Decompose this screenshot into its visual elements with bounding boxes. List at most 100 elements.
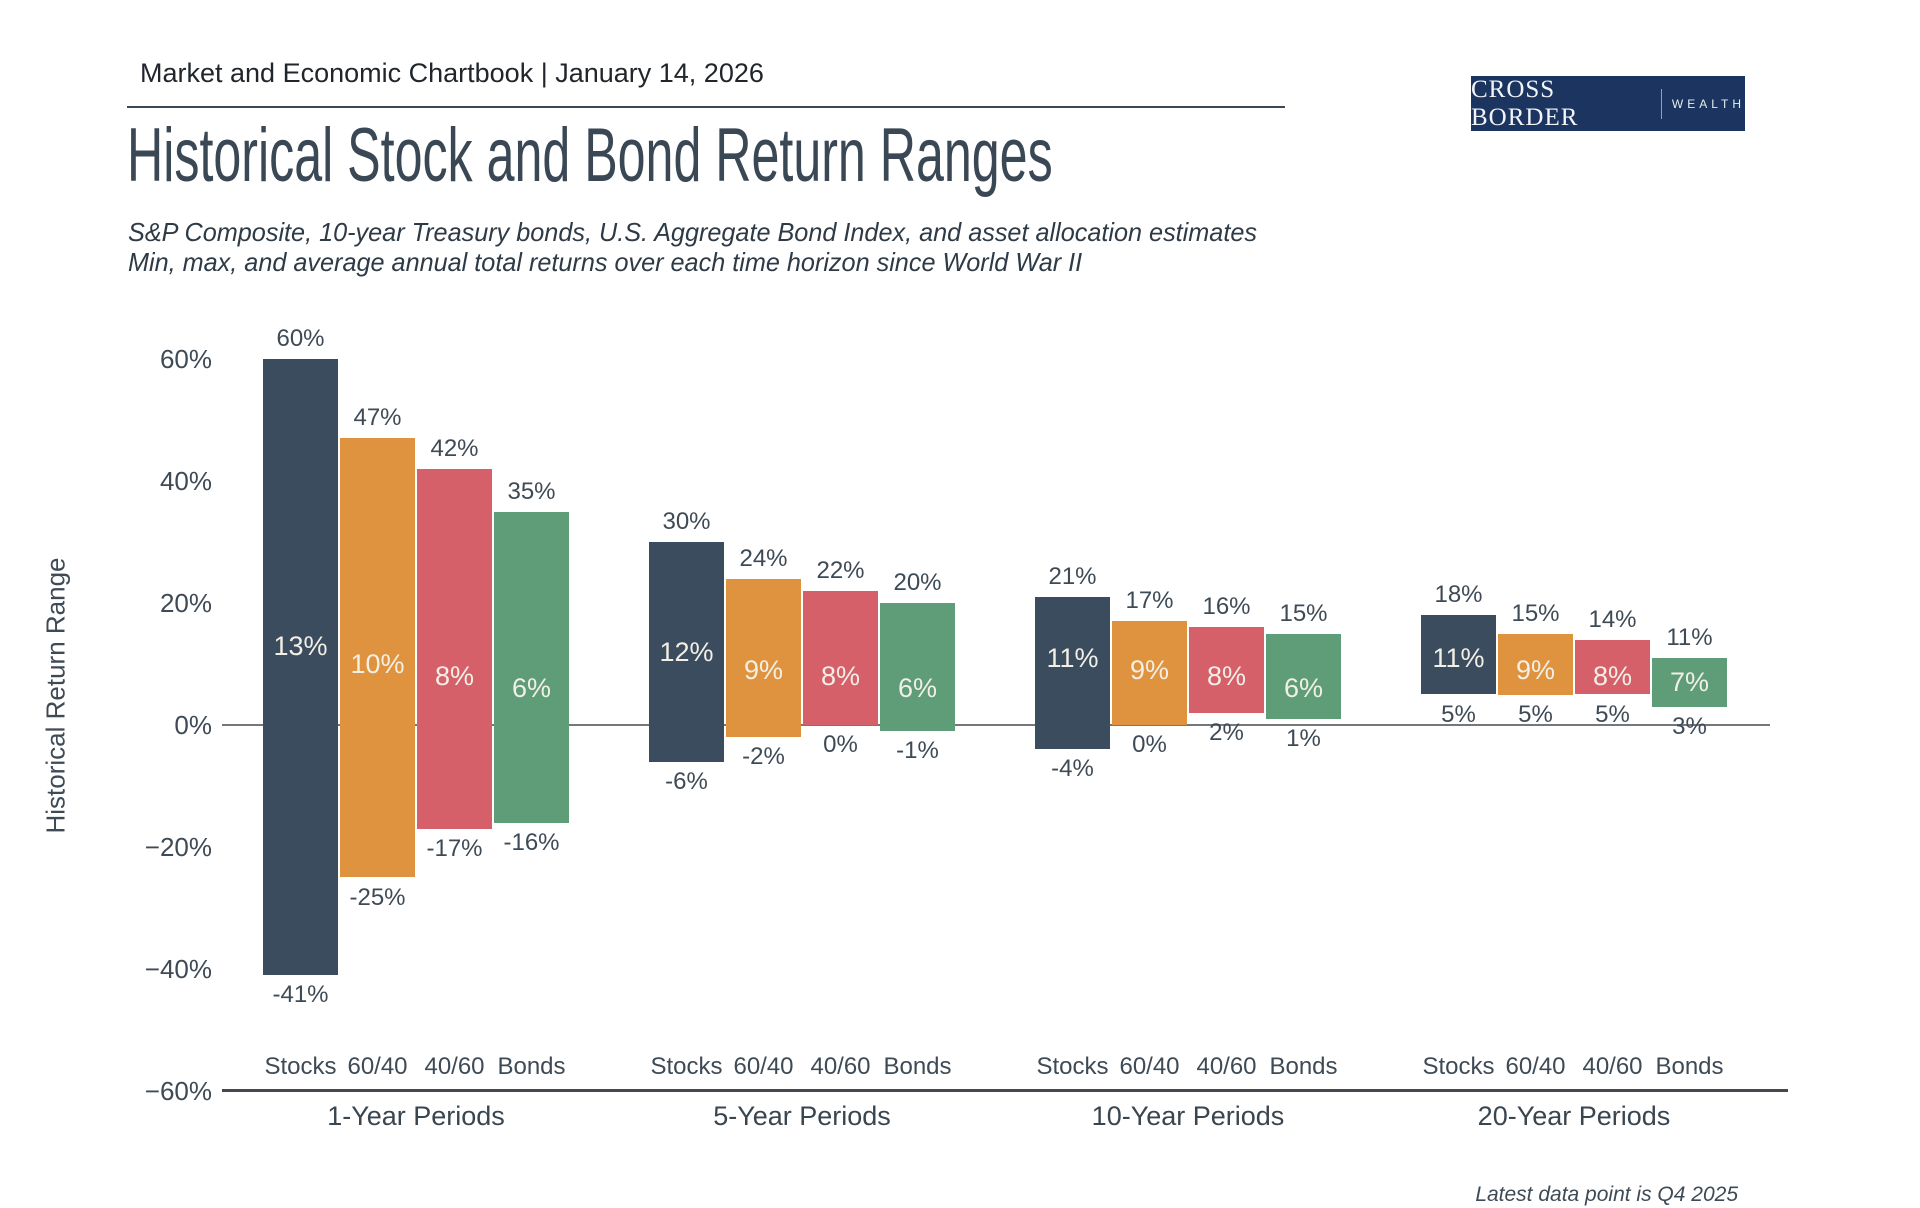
y-axis-title: Historical Return Range xyxy=(40,557,71,834)
bar-avg-label: 9% xyxy=(1515,655,1556,686)
chartbook-kicker: Market and Economic Chartbook | January … xyxy=(140,58,764,88)
bar-max-label: 47% xyxy=(353,404,402,432)
bar-min-label: 1% xyxy=(1286,724,1321,752)
bar-max-label: 60% xyxy=(276,325,325,352)
bar-min-label: 5% xyxy=(1595,700,1630,728)
bar-category-label: Stocks xyxy=(1422,1053,1495,1080)
bar-Stocks-5-year xyxy=(649,542,724,762)
bar-Bonds-1-year xyxy=(494,511,569,823)
subtitle-line-2: Min, max, and average annual total retur… xyxy=(128,247,1083,277)
bar-min-label: -16% xyxy=(503,828,560,856)
bar-min-label: -25% xyxy=(349,883,406,911)
x-axis-line xyxy=(222,1089,1788,1092)
bar-min-label: -41% xyxy=(272,981,329,1009)
bar-avg-label: 11% xyxy=(1432,642,1485,673)
bar-avg-label: 10% xyxy=(350,649,405,679)
page-title: Historical Stock and Bond Return Ranges xyxy=(127,113,1053,198)
y-tick-label: 40% xyxy=(159,466,212,496)
bar-6040-1-year xyxy=(340,438,415,878)
bar-6040-20-year xyxy=(1498,633,1573,695)
subtitle-line-1: S&P Composite, 10-year Treasury bonds, U… xyxy=(128,217,1257,247)
cross-border-wealth-logo: CROSS BORDER WEALTH xyxy=(1471,76,1745,131)
logo-divider xyxy=(1660,88,1662,119)
bar-max-label: 42% xyxy=(430,434,479,462)
bar-max-label: 30% xyxy=(662,508,711,535)
y-tick-label: 0% xyxy=(174,710,212,740)
y-tick-label: 20% xyxy=(159,588,212,618)
footnote: Latest data point is Q4 2025 xyxy=(1475,1183,1738,1206)
bar-avg-label: 8% xyxy=(1592,661,1633,692)
bar-max-label: 24% xyxy=(739,544,788,572)
bar-Bonds-5-year xyxy=(880,603,955,732)
bar-min-label: -1% xyxy=(896,737,939,765)
bar-max-label: 15% xyxy=(1511,599,1560,627)
bar-category-label: Stocks xyxy=(264,1053,337,1080)
y-tick-label: −20% xyxy=(144,832,212,862)
bar-max-label: 11% xyxy=(1666,623,1713,651)
group-label: 5-Year Periods xyxy=(713,1101,891,1131)
bar-avg-label: 9% xyxy=(1129,655,1170,686)
bar-category-label: 40/60 xyxy=(1196,1053,1257,1080)
bar-4060-10-year xyxy=(1189,627,1264,713)
bar-avg-label: 12% xyxy=(659,636,714,667)
bar-avg-label: 8% xyxy=(434,661,475,692)
bar-category-label: 40/60 xyxy=(810,1053,871,1080)
bar-avg-label: 8% xyxy=(820,661,861,692)
bar-Stocks-20-year xyxy=(1421,615,1496,695)
bar-min-label: 5% xyxy=(1518,700,1553,728)
bar-min-label: 3% xyxy=(1672,712,1707,740)
logo-primary-text: CROSS BORDER xyxy=(1471,75,1579,131)
bar-min-label: 0% xyxy=(823,731,858,758)
chart-subtitle: S&P Composite, 10-year Treasury bonds, U… xyxy=(128,217,1257,277)
bar-category-label: 60/40 xyxy=(1505,1053,1566,1080)
group-label: 20-Year Periods xyxy=(1477,1101,1671,1131)
bar-max-label: 17% xyxy=(1125,587,1174,615)
bar-category-label: 60/40 xyxy=(1119,1053,1180,1080)
header-rule xyxy=(127,106,1285,108)
bar-min-label: -17% xyxy=(426,834,483,862)
bar-Stocks-10-year xyxy=(1035,596,1110,750)
bar-min-label: 2% xyxy=(1209,718,1244,746)
bar-6040-10-year xyxy=(1112,621,1187,725)
bar-category-label: Stocks xyxy=(650,1053,723,1080)
bar-min-label: -4% xyxy=(1051,755,1094,783)
bar-category-label: 60/40 xyxy=(347,1053,408,1080)
bar-min-label: -6% xyxy=(665,767,708,795)
bar-max-label: 21% xyxy=(1048,562,1097,590)
bar-avg-label: 6% xyxy=(1283,673,1324,704)
bar-min-label: -2% xyxy=(742,743,785,771)
bar-max-label: 16% xyxy=(1202,593,1251,621)
bar-min-label: 0% xyxy=(1132,731,1167,758)
bar-min-label: 5% xyxy=(1441,700,1476,728)
bar-max-label: 22% xyxy=(816,556,865,584)
bar-category-label: 40/60 xyxy=(1582,1053,1643,1080)
bar-category-label: 40/60 xyxy=(424,1053,485,1080)
bar-category-label: Stocks xyxy=(1036,1053,1109,1080)
bar-avg-label: 8% xyxy=(1206,661,1247,692)
bar-category-label: Bonds xyxy=(497,1053,566,1080)
y-tick-label: −40% xyxy=(144,954,212,984)
bar-category-label: Bonds xyxy=(1269,1053,1338,1080)
bar-category-label: 60/40 xyxy=(733,1053,794,1080)
bar-max-label: 15% xyxy=(1279,599,1328,627)
bar-max-label: 14% xyxy=(1588,605,1637,633)
bar-Stocks-1-year xyxy=(263,359,338,976)
logo-secondary-text: WEALTH xyxy=(1671,96,1745,111)
bar-category-label: Bonds xyxy=(1655,1053,1724,1080)
bar-category-label: Bonds xyxy=(883,1053,952,1080)
bar-avg-label: 6% xyxy=(511,673,552,704)
y-tick-label: −60% xyxy=(144,1076,212,1106)
bar-4060-5-year xyxy=(803,590,878,725)
bar-4060-20-year xyxy=(1575,639,1650,695)
group-label: 10-Year Periods xyxy=(1091,1101,1285,1131)
zero-gridline xyxy=(222,724,1770,726)
bar-max-label: 18% xyxy=(1434,581,1483,609)
bar-4060-1-year xyxy=(417,468,492,829)
bar-avg-label: 13% xyxy=(273,630,328,661)
group-label: 1-Year Periods xyxy=(327,1101,505,1131)
bar-6040-5-year xyxy=(726,578,801,738)
bar-max-label: 35% xyxy=(507,477,556,505)
bar-avg-label: 7% xyxy=(1669,667,1710,698)
